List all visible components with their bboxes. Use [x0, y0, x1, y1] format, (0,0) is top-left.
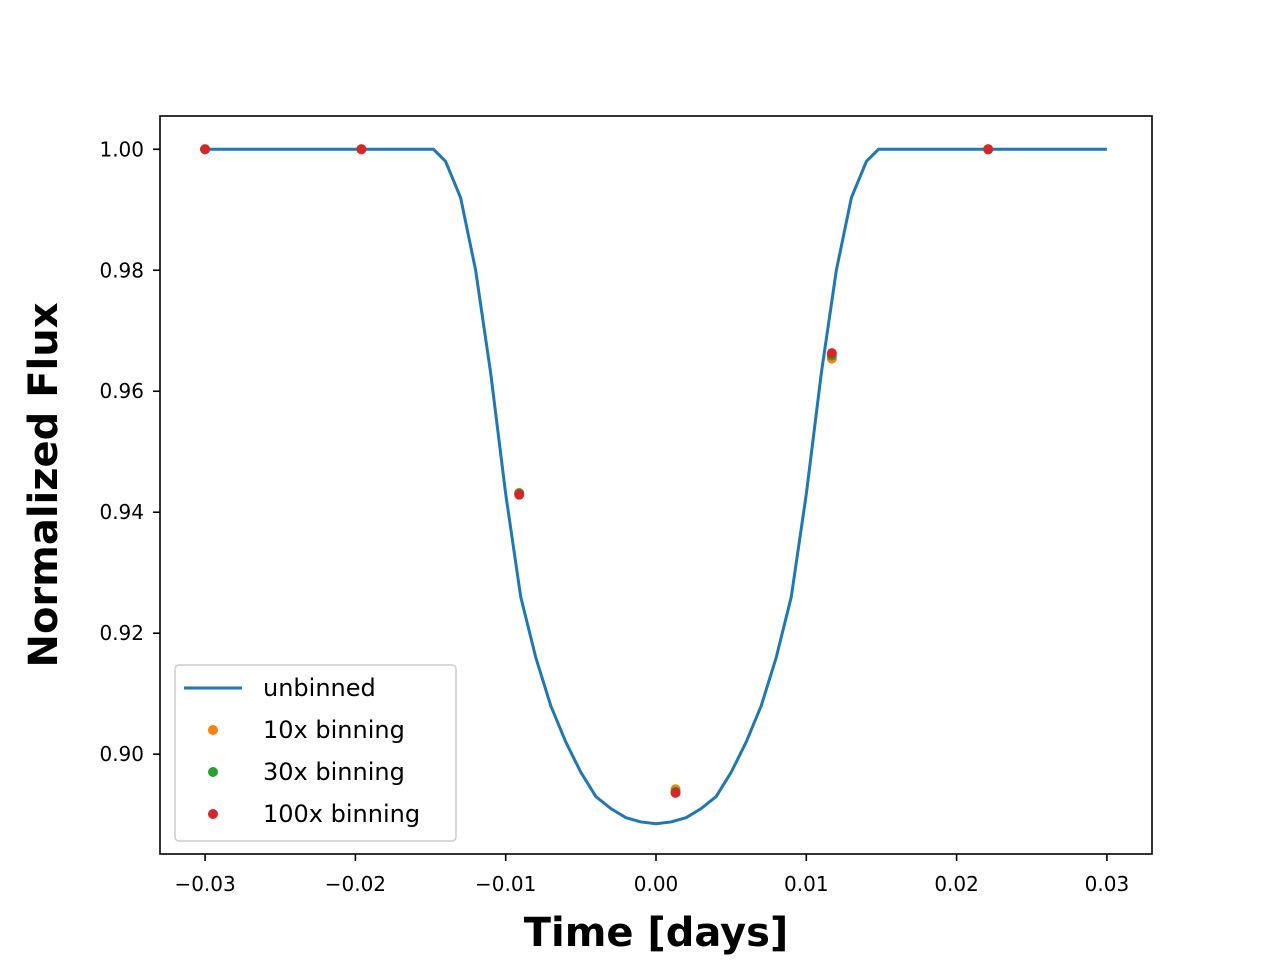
- legend-entry-label: unbinned: [263, 674, 376, 702]
- data-point-100x-binning-1: [356, 144, 367, 155]
- x-tick-label: 0.03: [1085, 872, 1130, 896]
- data-point-100x-binning-3: [670, 787, 681, 798]
- y-tick-label: 0.98: [99, 258, 144, 282]
- legend-frame: [174, 664, 457, 842]
- series-line-unbinned: [205, 147, 1107, 826]
- x-axis-title: Time [days]: [524, 910, 789, 956]
- x-tick-label: 0.00: [634, 872, 679, 896]
- x-axis: −0.03 −0.02 −0.01 0.00 0.01 0.02 0.03: [174, 854, 1129, 896]
- x-tick-label: −0.01: [475, 872, 536, 896]
- y-tick-label: 0.96: [99, 379, 144, 403]
- data-point-100x-binning-0: [200, 144, 211, 155]
- y-tick-label: 0.90: [99, 742, 144, 766]
- y-tick-label: 0.92: [99, 621, 144, 645]
- legend-swatch-dot: [208, 809, 218, 819]
- legend: unbinned 10x binning 30x binning 100x binni…: [174, 664, 457, 842]
- y-tick-label: 0.94: [99, 500, 144, 524]
- legend-swatch-dot: [208, 767, 218, 777]
- x-tick-label: 0.02: [934, 872, 979, 896]
- legend-entry-label: 10x binning: [263, 716, 405, 744]
- y-axis-title: Normalized Flux: [21, 302, 67, 667]
- legend-entry-label: 30x binning: [263, 758, 405, 786]
- data-point-100x-binning-2: [514, 489, 525, 500]
- x-tick-label: 0.01: [784, 872, 829, 896]
- y-tick-label: 1.00: [99, 137, 144, 161]
- legend-swatch-dot: [208, 725, 218, 735]
- legend-entry-label: 100x binning: [263, 800, 420, 828]
- x-tick-label: −0.02: [325, 872, 386, 896]
- x-tick-label: −0.03: [174, 872, 235, 896]
- y-axis: 0.90 0.92 0.94 0.96 0.98 1.00: [99, 137, 160, 766]
- data-point-100x-binning-5: [983, 144, 994, 155]
- data-point-100x-binning-4: [826, 348, 837, 359]
